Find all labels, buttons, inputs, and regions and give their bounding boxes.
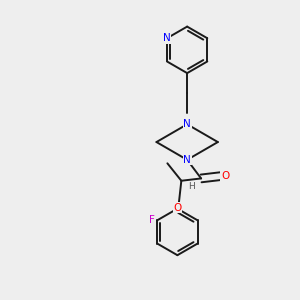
Text: N: N	[183, 155, 191, 165]
Text: F: F	[149, 215, 155, 225]
Text: O: O	[221, 171, 229, 181]
Text: N: N	[163, 33, 171, 43]
Text: H: H	[188, 182, 194, 191]
Text: O: O	[173, 202, 181, 212]
Text: N: N	[183, 119, 191, 129]
